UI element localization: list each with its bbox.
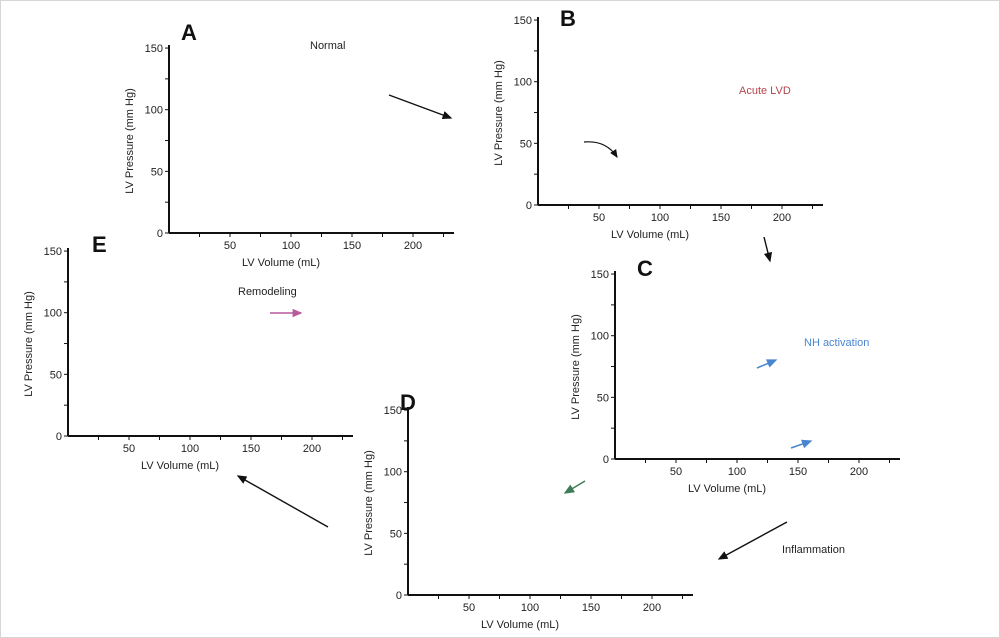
inflammation-label: Inflammation [782, 544, 845, 556]
green-arrow-icon [563, 480, 586, 494]
y-tick-label: 100 [384, 467, 402, 479]
y-tick-label: 0 [157, 228, 163, 240]
y-tick-label: 0 [56, 431, 62, 443]
panel-letter-c: C [637, 256, 653, 281]
annotation-c: NH activation [804, 337, 869, 349]
arrow-d-to-e-icon [236, 475, 329, 528]
x-tick-label: 100 [181, 443, 199, 455]
panel-letter-d: D [400, 390, 416, 415]
y-tick-label: 100 [145, 105, 163, 117]
x-tick-label: 100 [521, 602, 539, 614]
x-tick-label: 100 [282, 240, 300, 252]
x-tick-label: 50 [670, 466, 682, 478]
y-tick-label: 50 [597, 392, 609, 404]
y-tick-label: 150 [384, 405, 402, 417]
y-tick-label: 150 [514, 15, 532, 27]
y-tick-label: 150 [591, 269, 609, 281]
y-tick-label: 150 [145, 43, 163, 55]
y-axis-label: LV Pressure (mm Hg) [493, 60, 505, 166]
x-tick-label: 200 [404, 240, 422, 252]
x-tick-label: 200 [303, 443, 321, 455]
x-axis-label: LV Volume (mL) [242, 257, 320, 269]
curved-arrow-icon [583, 141, 618, 159]
y-tick-label: 0 [526, 200, 532, 212]
arrow-b-to-c-icon [763, 236, 773, 263]
x-tick-label: 200 [643, 602, 661, 614]
y-tick-label: 0 [603, 454, 609, 466]
panel-letter-b: B [560, 6, 576, 31]
y-tick-label: 100 [44, 308, 62, 320]
x-tick-label: 150 [582, 602, 600, 614]
y-tick-label: 50 [50, 369, 62, 381]
x-tick-label: 50 [224, 240, 236, 252]
panel-letter-a: A [181, 20, 197, 45]
x-tick-label: 150 [712, 212, 730, 224]
x-tick-label: 150 [343, 240, 361, 252]
annotation-a: Normal [310, 40, 345, 52]
x-axis-label: LV Volume (mL) [688, 483, 766, 495]
arrow-a-to-b-icon [388, 94, 453, 120]
blue-arrow-icon [790, 439, 813, 449]
y-axis-label: LV Pressure (mm Hg) [23, 291, 35, 397]
x-tick-label: 50 [123, 443, 135, 455]
blue-arrow-icon [756, 359, 778, 369]
y-tick-label: 50 [151, 166, 163, 178]
x-tick-label: 100 [651, 212, 669, 224]
x-tick-label: 50 [463, 602, 475, 614]
annotation-e: Remodeling [238, 286, 297, 298]
x-tick-label: 200 [773, 212, 791, 224]
y-axis-label: LV Pressure (mm Hg) [363, 450, 375, 556]
x-axis-label: LV Volume (mL) [481, 619, 559, 631]
y-tick-label: 50 [390, 528, 402, 540]
arrow-c-to-d-icon [717, 521, 788, 560]
y-tick-label: 50 [520, 138, 532, 150]
x-tick-label: 100 [728, 466, 746, 478]
x-axis-label: LV Volume (mL) [141, 460, 219, 472]
y-axis-label: LV Pressure (mm Hg) [124, 88, 136, 194]
x-tick-label: 50 [593, 212, 605, 224]
x-axis-label: LV Volume (mL) [611, 229, 689, 241]
y-tick-label: 100 [514, 77, 532, 89]
x-tick-label: 200 [850, 466, 868, 478]
annotation-b: Acute LVD [739, 85, 791, 97]
y-tick-label: 100 [591, 331, 609, 343]
panel-letter-e: E [92, 232, 107, 257]
y-axis-label: LV Pressure (mm Hg) [570, 314, 582, 420]
x-tick-label: 150 [242, 443, 260, 455]
y-tick-label: 0 [396, 590, 402, 602]
y-tick-label: 150 [44, 246, 62, 258]
x-tick-label: 150 [789, 466, 807, 478]
